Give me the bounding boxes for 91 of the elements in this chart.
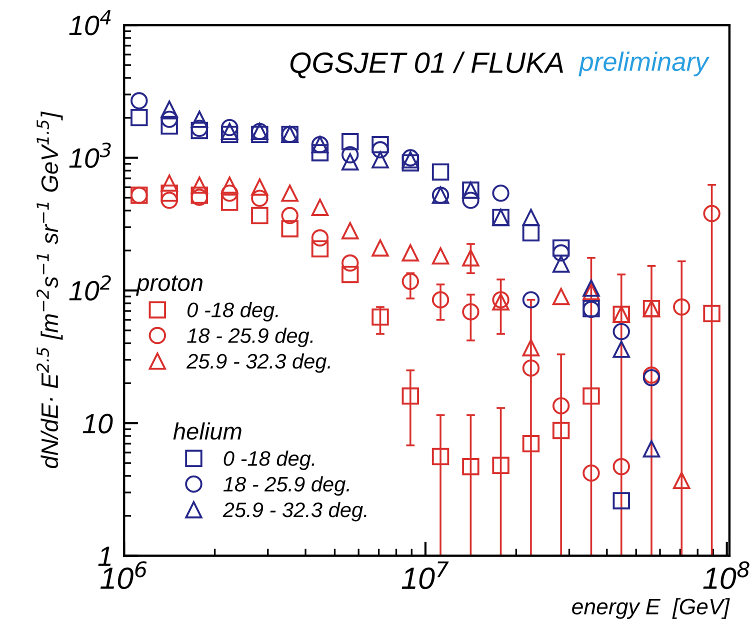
point <box>462 303 480 320</box>
point <box>432 247 450 265</box>
point <box>522 224 540 242</box>
point <box>190 110 208 128</box>
point <box>612 322 630 340</box>
point <box>160 174 178 192</box>
point <box>582 464 600 482</box>
point <box>160 100 178 118</box>
point <box>341 153 359 170</box>
point <box>372 308 389 326</box>
point <box>552 422 570 440</box>
point <box>673 298 690 316</box>
annotation: helium <box>173 422 242 440</box>
point <box>311 240 329 258</box>
text: dN/dE· E$^{2.5}$ [m$^{−2}$s$^{−1}$ sr$^{−1}$ GeV$^{1.5}$] <box>36 112 63 468</box>
point <box>703 304 720 322</box>
point <box>341 133 359 150</box>
point <box>522 339 540 356</box>
annotation: proton <box>136 276 202 296</box>
point <box>522 208 540 226</box>
x-axis-title: energy E [GeV] <box>572 598 730 619</box>
point <box>552 239 570 257</box>
point <box>220 118 238 136</box>
y-tick-label: 10$^{4}$ <box>69 10 111 36</box>
x-tick-label: 10$^{8}$ <box>703 561 750 590</box>
point <box>492 184 510 202</box>
point <box>402 244 420 262</box>
point <box>341 254 359 272</box>
point <box>220 126 238 144</box>
legend-label: 0 -18 deg. <box>224 450 314 470</box>
point <box>281 220 298 238</box>
legend-label: 18 - 25.9 deg. <box>187 328 313 348</box>
point <box>251 126 268 144</box>
point <box>220 122 238 140</box>
point <box>462 249 480 266</box>
point <box>552 255 570 273</box>
y-tick-label: 10$^{3}$ <box>69 142 111 168</box>
point <box>612 492 630 510</box>
point <box>582 283 600 300</box>
point <box>612 340 630 358</box>
point <box>220 194 238 211</box>
point <box>281 206 298 224</box>
point <box>160 117 178 135</box>
legend-label: 25.9 - 32.3 deg. <box>186 353 330 373</box>
point <box>190 176 208 194</box>
point <box>582 387 600 405</box>
text: preliminary <box>578 52 710 76</box>
y-tick-label: 10$^{2}$ <box>69 275 111 301</box>
point <box>432 448 450 466</box>
point <box>703 204 720 222</box>
point <box>311 144 329 162</box>
point <box>341 146 359 164</box>
point <box>673 472 690 490</box>
point <box>311 198 329 216</box>
point <box>341 222 359 240</box>
point <box>130 92 148 110</box>
point <box>432 291 450 308</box>
point <box>160 192 178 209</box>
point <box>341 266 359 284</box>
point <box>281 184 298 202</box>
point <box>432 163 450 181</box>
point <box>130 108 148 126</box>
point <box>462 458 480 476</box>
text: QGSJET 01 / FLUKA <box>290 52 563 78</box>
point <box>160 184 178 202</box>
point <box>642 440 660 458</box>
point <box>492 456 510 474</box>
point <box>251 190 268 207</box>
point <box>251 206 268 224</box>
point <box>372 239 389 257</box>
point <box>311 229 329 247</box>
point <box>372 151 389 168</box>
legend-label: 0 -18 deg. <box>187 302 278 322</box>
point <box>612 458 630 476</box>
point <box>552 288 570 306</box>
legend-label: 18 - 25.9 deg. <box>223 476 349 496</box>
point <box>462 192 480 209</box>
point <box>220 176 238 194</box>
point <box>522 291 540 308</box>
legend-label: 25.9 - 32.3 deg. <box>222 502 366 522</box>
point <box>402 272 420 290</box>
point <box>372 136 389 154</box>
point <box>402 387 420 405</box>
point <box>522 359 540 377</box>
y-tick-label: 10 <box>82 414 113 434</box>
point <box>402 154 420 172</box>
point <box>552 397 570 414</box>
x-tick-label: 10$^{7}$ <box>402 562 449 590</box>
point <box>582 280 600 297</box>
point <box>522 435 540 452</box>
point <box>251 178 268 196</box>
